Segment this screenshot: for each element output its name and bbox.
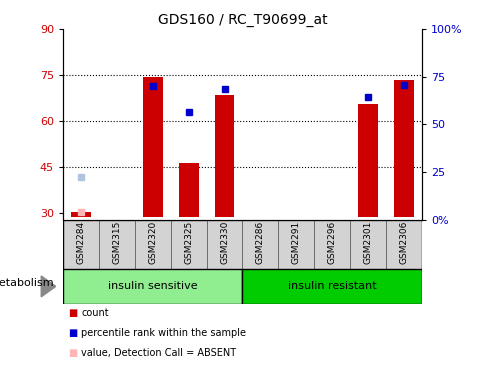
Bar	[170, 220, 206, 269]
Text: GSM2296: GSM2296	[327, 221, 336, 264]
Text: percentile rank within the sample: percentile rank within the sample	[81, 328, 246, 338]
Bar	[242, 269, 421, 304]
Text: insulin sensitive: insulin sensitive	[108, 281, 197, 291]
Polygon shape	[41, 276, 56, 297]
Text: ■: ■	[68, 328, 77, 338]
Bar	[179, 163, 198, 217]
Bar	[278, 220, 314, 269]
Text: GSM2301: GSM2301	[363, 221, 372, 265]
Text: GSM2330: GSM2330	[220, 221, 228, 265]
Text: GSM2325: GSM2325	[184, 221, 193, 264]
Bar	[214, 95, 234, 217]
Bar	[135, 220, 170, 269]
Bar	[99, 220, 135, 269]
Bar	[143, 77, 162, 217]
Bar	[358, 104, 377, 217]
Text: insulin resistant: insulin resistant	[287, 281, 376, 291]
Bar	[71, 212, 91, 217]
Bar	[314, 220, 349, 269]
Text: GSM2306: GSM2306	[399, 221, 408, 265]
Bar	[206, 220, 242, 269]
Text: value, Detection Call = ABSENT: value, Detection Call = ABSENT	[81, 348, 236, 358]
Text: GSM2284: GSM2284	[76, 221, 85, 264]
Text: GSM2315: GSM2315	[112, 221, 121, 265]
Title: GDS160 / RC_T90699_at: GDS160 / RC_T90699_at	[157, 13, 327, 27]
Text: GSM2320: GSM2320	[148, 221, 157, 264]
Text: metabolism: metabolism	[0, 278, 53, 288]
Text: count: count	[81, 308, 109, 318]
Text: ■: ■	[68, 308, 77, 318]
Bar	[393, 80, 413, 217]
Text: ■: ■	[68, 348, 77, 358]
Bar	[349, 220, 385, 269]
Bar	[63, 269, 242, 304]
Text: GSM2291: GSM2291	[291, 221, 300, 264]
Text: GSM2286: GSM2286	[256, 221, 264, 264]
Bar	[385, 220, 421, 269]
Bar	[242, 220, 278, 269]
Bar	[63, 220, 99, 269]
